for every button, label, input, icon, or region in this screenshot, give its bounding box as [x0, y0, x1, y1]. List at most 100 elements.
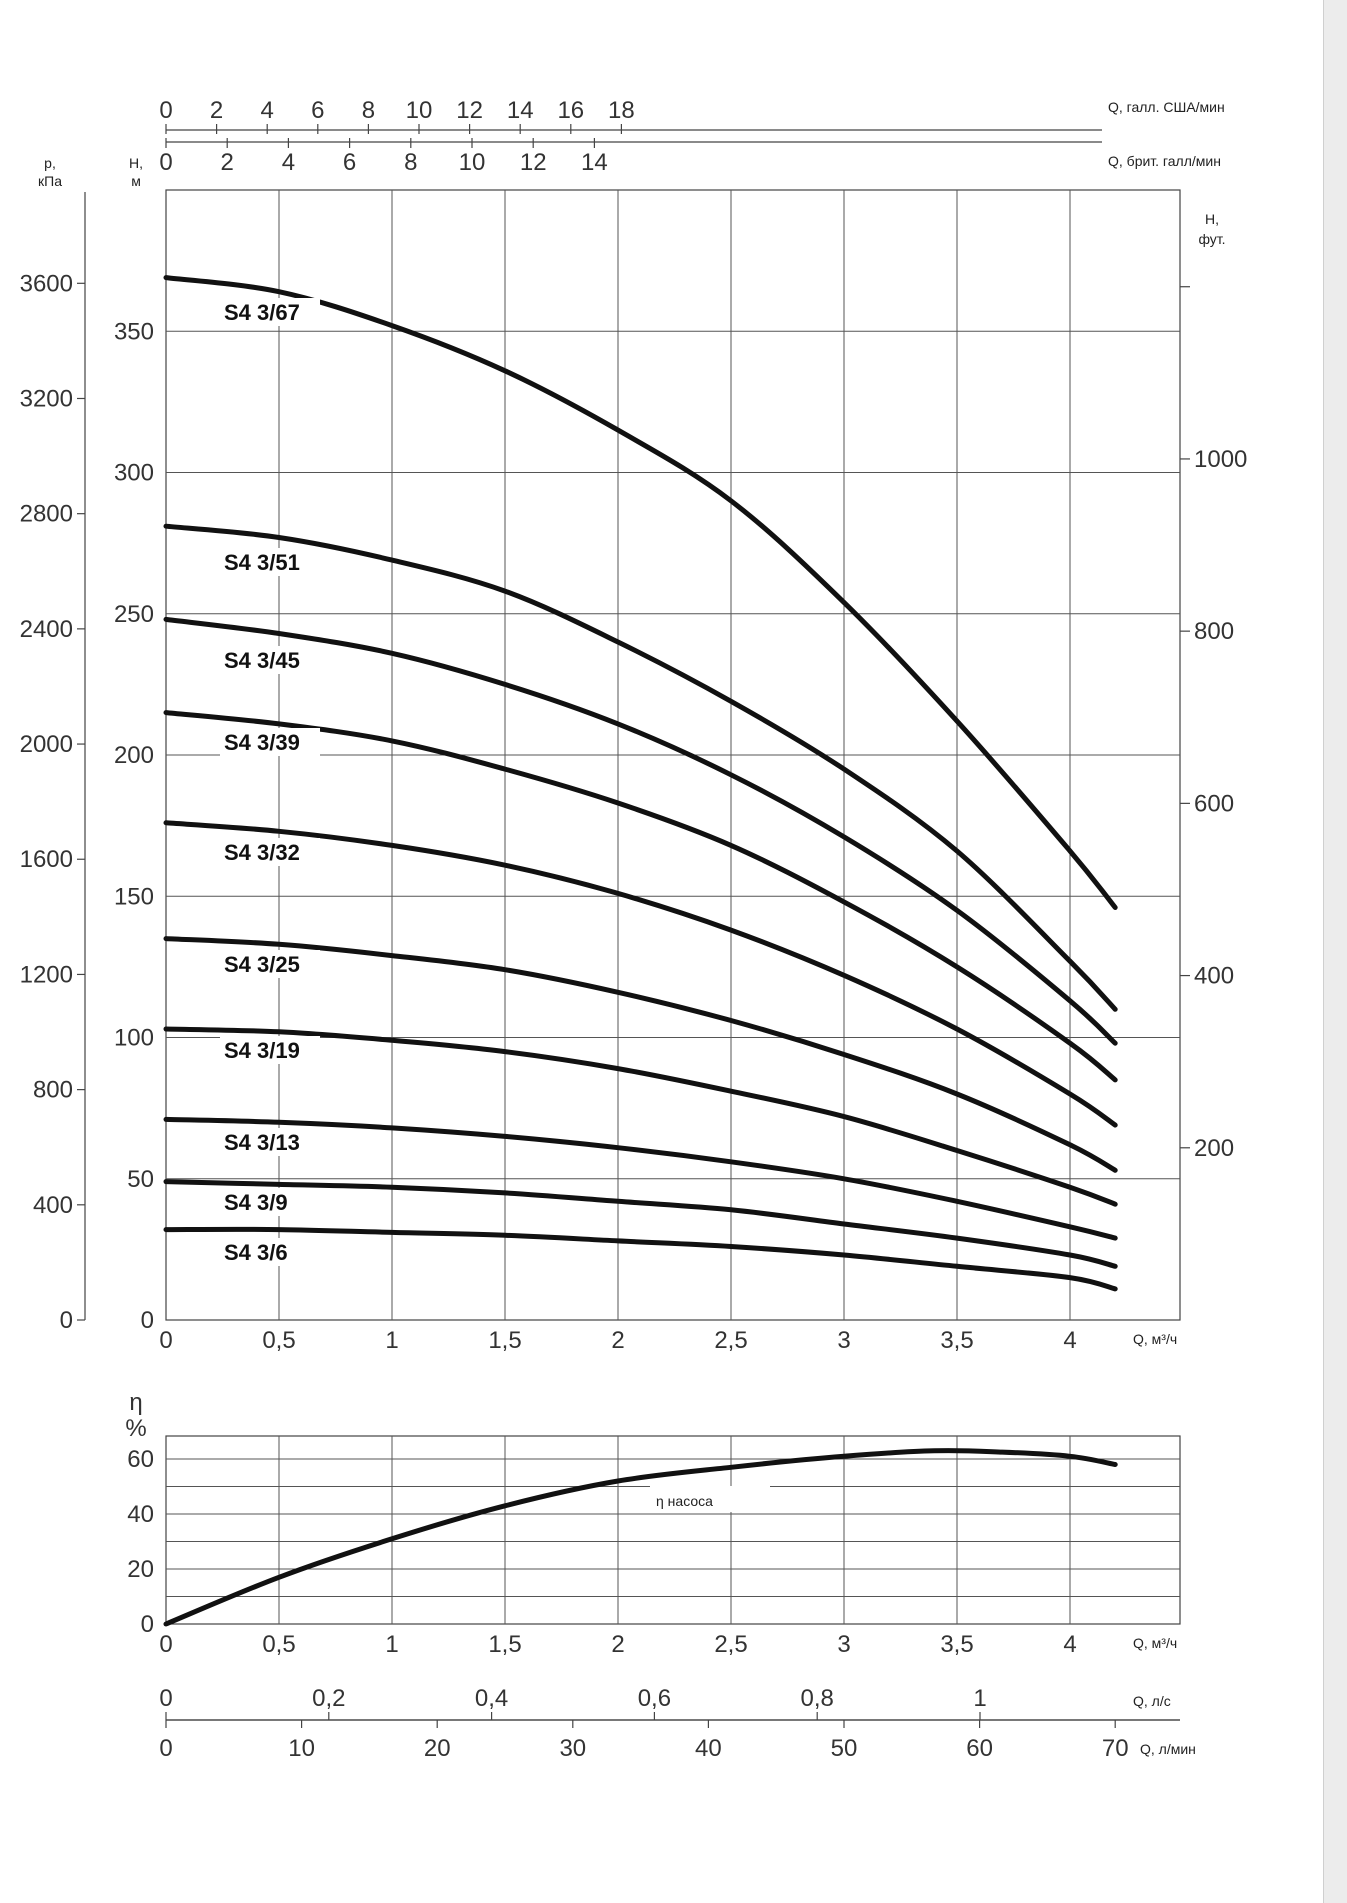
pump-curve-s4-3-51 — [163, 523, 1118, 1012]
y-tick-label-m: 300 — [114, 460, 154, 487]
eff-y-tick-label: 0 — [141, 1611, 154, 1638]
eff-x-tick-label: 3 — [837, 1631, 850, 1658]
eff-y-axis-label: η — [129, 1389, 142, 1416]
y-tick-label-ft: 800 — [1194, 618, 1234, 645]
ls-tick-label: 0 — [159, 1685, 172, 1712]
y-tick-label-kpa: 2000 — [20, 731, 73, 758]
lmin-tick-label: 0 — [159, 1735, 172, 1762]
lmin-tick-label: 10 — [288, 1735, 315, 1762]
pump-curve-s4-3-39 — [163, 710, 1118, 1083]
ls-tick-label: 1 — [973, 1685, 986, 1712]
y-tick-label-kpa: 1600 — [20, 846, 73, 873]
curve-label-bg — [220, 1238, 320, 1266]
us-gal-tick-label: 12 — [456, 97, 483, 124]
y-tick-label-kpa: 1200 — [20, 961, 73, 988]
brit-gal-tick-label: 14 — [581, 149, 608, 176]
eff-label-bg — [650, 1486, 770, 1512]
y-tick-label-ft: 600 — [1194, 790, 1234, 817]
eff-x-tick-label: 2 — [611, 1631, 624, 1658]
curve-label: S4 3/67 — [224, 300, 300, 325]
eff-y-tick-label: 20 — [127, 1556, 154, 1583]
y-tick-label-m: 350 — [114, 318, 154, 345]
brit-gal-tick-label: 8 — [404, 149, 417, 176]
y-tick-label-m: 200 — [114, 742, 154, 769]
brit-gal-tick-label: 0 — [159, 149, 172, 176]
curve-label-bg — [220, 1188, 320, 1216]
y-axis-label-m-unit: м — [131, 173, 141, 189]
brit-gal-tick-label: 12 — [520, 149, 547, 176]
eff-x-tick-label: 2,5 — [714, 1631, 747, 1658]
y-axis-label-kpa-unit: кПа — [38, 173, 62, 189]
y-tick-label-kpa: 2800 — [20, 501, 73, 528]
curve-label: S4 3/45 — [224, 648, 300, 673]
pump-curve-s4-3-9 — [163, 1179, 1118, 1269]
ls-axis-label: Q, л/с — [1133, 1693, 1171, 1709]
lmin-tick-label: 40 — [695, 1735, 722, 1762]
curve-label-bg — [220, 1128, 320, 1156]
lmin-tick-label: 60 — [966, 1735, 993, 1762]
curve-label-bg — [220, 838, 320, 866]
brit-gal-axis-label: Q, брит. галл/мин — [1108, 153, 1221, 169]
pump-curve-s4-3-13 — [163, 1116, 1118, 1241]
eff-x-axis-label: Q, м³/ч — [1133, 1635, 1177, 1651]
curve-label: S4 3/19 — [224, 1038, 300, 1063]
efficiency-curve-label: η насоса — [656, 1493, 713, 1509]
curve-label: S4 3/6 — [224, 1240, 288, 1265]
y-tick-label-m: 150 — [114, 883, 154, 910]
us-gal-tick-label: 4 — [261, 97, 274, 124]
x-tick-label: 1,5 — [488, 1327, 521, 1354]
brit-gal-tick-label: 10 — [459, 149, 486, 176]
curve-label-bg — [220, 298, 320, 326]
eff-y-tick-label: 60 — [127, 1446, 154, 1473]
eff-plot-frame — [165, 1435, 1181, 1625]
ls-tick-label: 0,2 — [312, 1685, 345, 1712]
curve-label-bg — [220, 1036, 320, 1064]
us-gal-axis-label: Q, галл. США/мин — [1108, 99, 1225, 115]
us-gal-tick-label: 6 — [311, 97, 324, 124]
us-gal-tick-label: 2 — [210, 97, 223, 124]
y-axis-label-m: H, — [129, 155, 143, 171]
y-axis-label-ft: H, — [1205, 211, 1219, 227]
curve-label-bg — [220, 950, 320, 978]
pump-curve-s4-3-45 — [163, 616, 1118, 1046]
y-tick-label-ft: 400 — [1194, 963, 1234, 990]
lmin-axis-label: Q, л/мин — [1140, 1741, 1196, 1757]
efficiency-curve — [163, 1448, 1118, 1627]
curve-label-bg — [220, 548, 320, 576]
us-gal-tick-label: 16 — [557, 97, 584, 124]
lmin-tick-label: 30 — [559, 1735, 586, 1762]
curve-label: S4 3/13 — [224, 1130, 300, 1155]
page-edge-strip — [1323, 0, 1347, 1903]
pump-curve-s4-3-32 — [163, 820, 1118, 1128]
eff-x-tick-label: 1,5 — [488, 1631, 521, 1658]
eff-y-axis-unit: % — [125, 1415, 146, 1442]
y-tick-label-kpa: 3600 — [20, 270, 73, 297]
brit-gal-tick-label: 2 — [221, 149, 234, 176]
curve-label: S4 3/32 — [224, 840, 300, 865]
pump-curve-s4-3-19 — [163, 1026, 1118, 1207]
curve-label: S4 3/9 — [224, 1190, 288, 1215]
ls-tick-label: 0,4 — [475, 1685, 508, 1712]
curve-label: S4 3/51 — [224, 550, 300, 575]
y-tick-label-ft: 200 — [1194, 1135, 1234, 1162]
us-gal-tick-label: 10 — [406, 97, 433, 124]
curve-label-bg — [220, 646, 320, 674]
curve-label: S4 3/25 — [224, 952, 300, 977]
y-tick-label-ft: 1000 — [1194, 446, 1247, 473]
x-axis-label: Q, м³/ч — [1133, 1331, 1177, 1347]
x-tick-label: 3,5 — [940, 1327, 973, 1354]
pump-curve-s4-3-25 — [163, 936, 1118, 1173]
x-tick-label: 4 — [1063, 1327, 1076, 1354]
curve-label-bg — [220, 728, 320, 756]
eff-x-tick-label: 1 — [385, 1631, 398, 1658]
y-axis-label-ft-unit: фут. — [1198, 231, 1225, 247]
y-tick-label-kpa: 0 — [60, 1307, 73, 1334]
ls-tick-label: 0,6 — [638, 1685, 671, 1712]
us-gal-tick-label: 18 — [608, 97, 635, 124]
x-tick-label: 2,5 — [714, 1327, 747, 1354]
brit-gal-tick-label: 4 — [282, 149, 295, 176]
eff-x-tick-label: 4 — [1063, 1631, 1076, 1658]
x-tick-label: 3 — [837, 1327, 850, 1354]
y-tick-label-m: 0 — [141, 1307, 154, 1334]
lmin-tick-label: 50 — [831, 1735, 858, 1762]
